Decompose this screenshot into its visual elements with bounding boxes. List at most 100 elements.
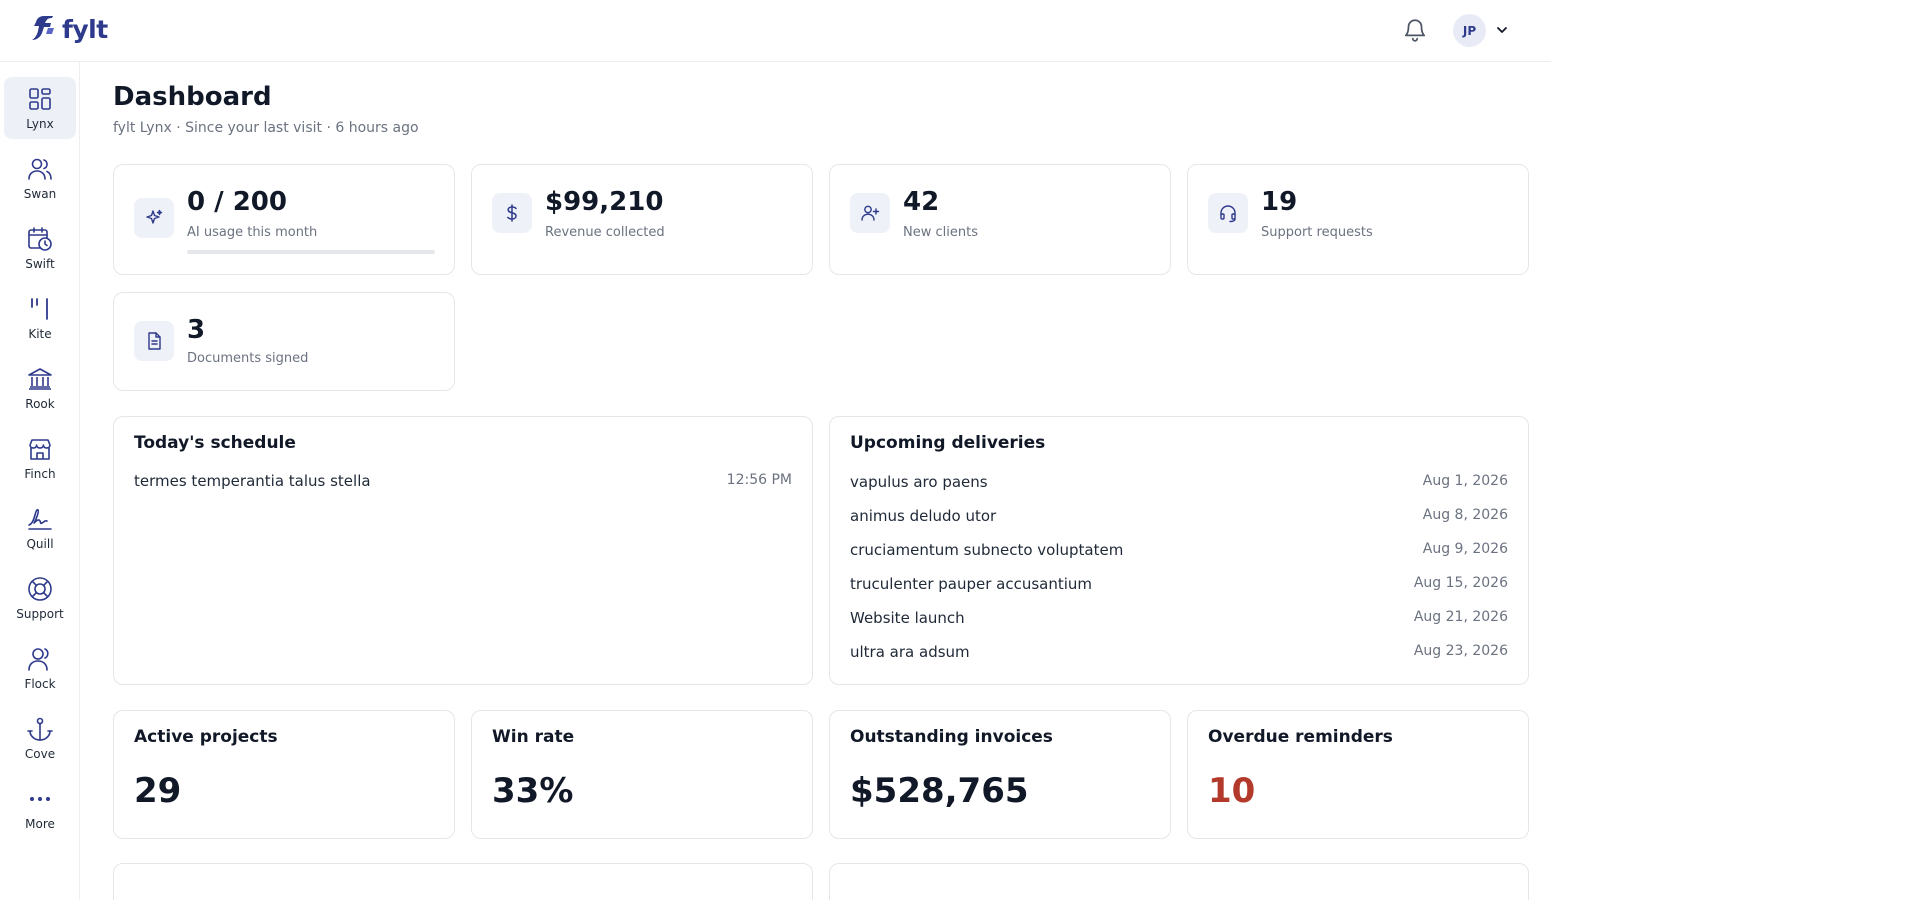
stat-card-new-clients[interactable]: 42 New clients	[829, 164, 1171, 275]
sidebar-item-support[interactable]: Support	[4, 567, 76, 629]
user-icon	[28, 648, 49, 671]
metric-title: Win rate	[492, 727, 575, 747]
schedule-title: Today's schedule	[134, 433, 296, 453]
ai-usage-progress-bar	[187, 250, 435, 254]
bars-icon	[31, 298, 48, 320]
fylt-logo-icon	[32, 16, 54, 40]
delivery-item-name: vapulus aro paens	[850, 473, 988, 491]
bottom-panel-left	[113, 863, 813, 900]
delivery-item[interactable]: vapulus aro paens Aug 1, 2026	[850, 473, 1508, 491]
sidebar-item-rook[interactable]: Rook	[4, 357, 76, 419]
delivery-item-name: animus deludo utor	[850, 507, 997, 525]
delivery-item-date: Aug 8, 2026	[1422, 507, 1508, 523]
headset-icon	[1208, 193, 1248, 233]
delivery-item-name: ultra ara adsum	[850, 643, 970, 661]
sparkle-icon	[134, 198, 174, 238]
stat-card-documents-signed[interactable]: 3 Documents signed	[113, 292, 455, 391]
bottom-panel-right	[829, 863, 1529, 900]
stat-card-revenue[interactable]: $99,210 Revenue collected	[471, 164, 813, 275]
sidebar-item-label: More	[25, 817, 55, 831]
notifications-bell-icon[interactable]	[1402, 16, 1428, 44]
page-subtitle: fylt Lynx · Since your last visit · 6 ho…	[113, 120, 419, 136]
metric-card-active-projects[interactable]: Active projects 29	[113, 710, 455, 839]
delivery-item-date: Aug 15, 2026	[1413, 575, 1508, 591]
users-icon	[28, 158, 52, 180]
sidebar-item-kite[interactable]: Kite	[4, 287, 76, 349]
calendar-clock-icon	[28, 227, 52, 251]
dollar-icon	[492, 193, 532, 233]
grid-icon	[29, 88, 51, 110]
metric-card-outstanding-invoices[interactable]: Outstanding invoices $528,765	[829, 710, 1171, 839]
page-title: Dashboard	[113, 82, 272, 112]
lifebuoy-icon	[28, 577, 52, 601]
store-icon	[29, 439, 51, 460]
schedule-item-name: termes temperantia talus stella	[134, 472, 371, 490]
signature-icon	[28, 508, 52, 530]
delivery-item-name: truculenter pauper accusantium	[850, 575, 1093, 593]
stat-label: Revenue collected	[545, 225, 665, 240]
user-avatar[interactable]: JP	[1453, 14, 1486, 47]
sidebar-item-cove[interactable]: Cove	[4, 707, 76, 769]
stat-card-support-requests[interactable]: 19 Support requests	[1187, 164, 1529, 275]
delivery-item-date: Aug 23, 2026	[1413, 643, 1508, 659]
sidebar-item-label: Finch	[24, 467, 56, 481]
stat-value: 19	[1261, 187, 1298, 217]
sidebar-item-label: Quill	[26, 537, 54, 551]
anchor-icon	[27, 717, 53, 741]
sidebar-item-label: Lynx	[26, 117, 54, 131]
delivery-item[interactable]: Website launch Aug 21, 2026	[850, 609, 1508, 627]
upcoming-deliveries-panel: Upcoming deliveries vapulus aro paens Au…	[829, 416, 1529, 685]
sidebar-item-label: Rook	[25, 397, 55, 411]
schedule-item[interactable]: termes temperantia talus stella 12:56 PM	[134, 472, 792, 490]
metric-value: $528,765	[850, 771, 1029, 811]
sidebar-nav: Lynx Swan Swift Kite Rook	[0, 62, 80, 900]
sidebar-item-label: Swift	[25, 257, 55, 271]
top-bar: fylt JP	[0, 0, 1551, 62]
sidebar-item-label: Swan	[23, 187, 57, 201]
brand-name: fylt	[62, 14, 108, 44]
sidebar-item-finch[interactable]: Finch	[4, 427, 76, 489]
metric-card-overdue-reminders[interactable]: Overdue reminders 10	[1187, 710, 1529, 839]
brand-logo[interactable]: fylt	[30, 14, 108, 44]
stat-label: Documents signed	[187, 351, 309, 366]
sidebar-item-label: Kite	[28, 327, 52, 341]
delivery-item-date: Aug 9, 2026	[1422, 541, 1508, 557]
user-plus-icon	[850, 193, 890, 233]
stat-value: 3	[187, 315, 206, 345]
metric-card-win-rate[interactable]: Win rate 33%	[471, 710, 813, 839]
sidebar-item-swan[interactable]: Swan	[4, 147, 76, 209]
stat-value: $99,210	[545, 187, 664, 217]
todays-schedule-panel: Today's schedule termes temperantia talu…	[113, 416, 813, 685]
delivery-item[interactable]: animus deludo utor Aug 8, 2026	[850, 507, 1508, 525]
sidebar-item-lynx[interactable]: Lynx	[4, 77, 76, 139]
more-icon	[30, 797, 50, 801]
sidebar-item-label: Flock	[24, 677, 56, 691]
sidebar-item-quill[interactable]: Quill	[4, 497, 76, 559]
delivery-item[interactable]: ultra ara adsum Aug 23, 2026	[850, 643, 1508, 661]
stat-value: 42	[903, 187, 940, 217]
metric-title: Overdue reminders	[1208, 727, 1393, 747]
delivery-item[interactable]: truculenter pauper accusantium Aug 15, 2…	[850, 575, 1508, 593]
delivery-item-name: Website launch	[850, 609, 965, 627]
delivery-item-date: Aug 21, 2026	[1413, 609, 1508, 625]
metric-value: 29	[134, 771, 182, 811]
sidebar-item-more[interactable]: More	[4, 777, 76, 839]
deliveries-title: Upcoming deliveries	[850, 433, 1046, 453]
document-icon	[134, 321, 174, 361]
bank-icon	[28, 368, 52, 390]
metric-value: 10	[1208, 771, 1256, 811]
chevron-down-icon[interactable]	[1494, 22, 1510, 38]
sidebar-item-flock[interactable]: Flock	[4, 637, 76, 699]
stat-card-ai-usage[interactable]: 0 / 200 AI usage this month	[113, 164, 455, 275]
schedule-item-time: 12:56 PM	[726, 472, 792, 488]
delivery-item-date: Aug 1, 2026	[1422, 473, 1508, 489]
sidebar-item-label: Cove	[24, 747, 56, 761]
stat-label: AI usage this month	[187, 225, 318, 240]
metric-title: Outstanding invoices	[850, 727, 1053, 747]
delivery-item[interactable]: cruciamentum subnecto voluptatem Aug 9, …	[850, 541, 1508, 559]
metric-value: 33%	[492, 771, 574, 811]
delivery-item-name: cruciamentum subnecto voluptatem	[850, 541, 1124, 559]
sidebar-item-swift[interactable]: Swift	[4, 217, 76, 279]
metric-title: Active projects	[134, 727, 278, 747]
